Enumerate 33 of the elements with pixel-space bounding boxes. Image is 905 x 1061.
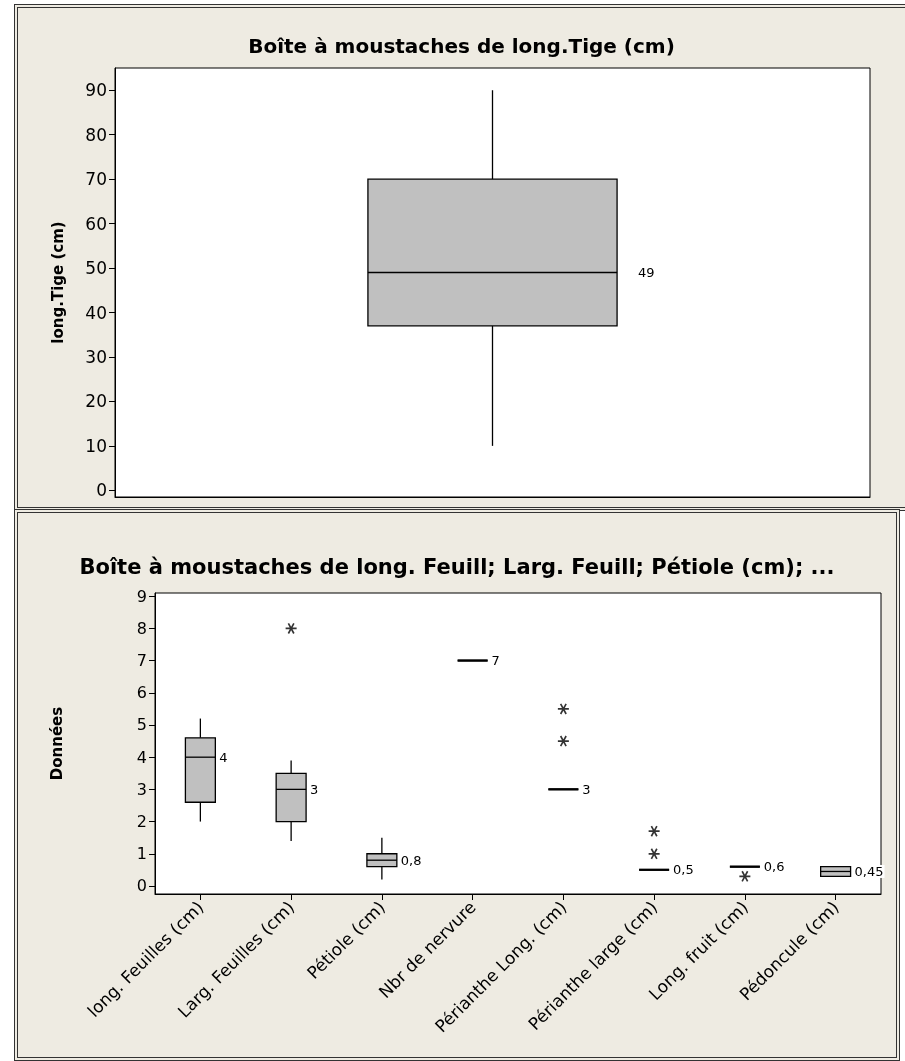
text: 3 [582, 781, 591, 797]
y-tick-label: 20 [85, 391, 107, 412]
y-tick-label: 50 [85, 258, 107, 279]
text: 4 [219, 749, 228, 765]
y-tick-label: 5 [136, 715, 147, 735]
y-tick-label: 10 [85, 435, 107, 456]
y-tick-label: 0 [96, 480, 107, 501]
y-tick-label: 30 [85, 346, 107, 367]
text: 0,8 [400, 852, 422, 868]
y-axis-title: long.Tige (cm) [48, 221, 67, 344]
text: 0,5 [673, 862, 694, 878]
text: 0,45 [854, 863, 884, 879]
y-tick-label: 1 [136, 844, 147, 864]
text: 49 [638, 265, 655, 280]
text: 0,6 [763, 859, 785, 875]
y-tick-label: 3 [136, 779, 147, 799]
y-tick-label: 9 [136, 586, 147, 606]
y-tick-label: 8 [136, 618, 147, 638]
y-tick-label: 60 [85, 213, 107, 234]
y-tick-label: 40 [85, 302, 107, 323]
y-tick-label: 7 [136, 651, 147, 671]
y-tick-label: 80 [85, 124, 107, 145]
y-tick-label: 70 [85, 169, 107, 190]
y-tick-label: 2 [136, 812, 147, 832]
text: 7 [491, 653, 500, 669]
y-tick-label: 6 [136, 683, 147, 703]
y-axis-title: Données [47, 706, 66, 781]
chart-title: Boîte à moustaches de long.Tige (cm) [248, 34, 675, 58]
text: 3 [310, 781, 319, 797]
chart-title: Boîte à moustaches de long. Feuill; Larg. Feuill; Pétiole (cm); ... [79, 554, 835, 579]
y-tick-label: 4 [136, 747, 147, 767]
y-tick-label: 0 [136, 876, 147, 896]
y-tick-label: 90 [85, 80, 107, 101]
